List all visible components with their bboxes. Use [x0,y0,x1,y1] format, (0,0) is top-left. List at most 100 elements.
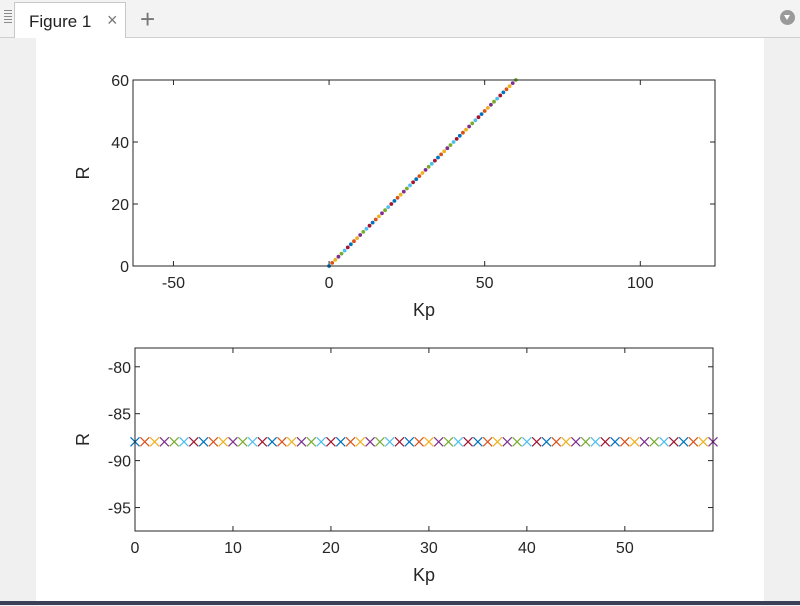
data-point [376,214,381,219]
data-point [398,192,403,197]
data-point [352,239,356,244]
data-point [414,177,419,182]
data-point [355,236,359,241]
data-point [335,436,346,447]
data-point [479,112,484,116]
data-point [551,436,562,447]
data-point [392,199,397,203]
data-point [600,436,611,447]
data-point [461,130,465,135]
x-tick-label: 40 [518,540,536,557]
data-point [358,233,363,237]
data-point [590,436,601,447]
data-point [463,436,474,447]
data-point [286,436,297,447]
data-point [384,436,395,447]
x-tick-label: 0 [325,275,334,292]
data-point [414,436,425,447]
data-point [348,242,353,247]
data-point [433,436,444,447]
x-tick-label: 100 [627,275,654,292]
data-point [361,230,366,234]
data-point [417,174,422,179]
x-tick-label: 10 [224,540,242,557]
data-point [439,152,444,157]
data-point [467,124,472,129]
data-point [394,436,405,447]
data-point [389,202,394,206]
data-point [531,436,542,447]
data-point [639,436,650,447]
figure-canvas: -50 0 50 100 0 20 40 60 Kp R 0 10 20 30 40 50 -95 -90 -85 -… [36,38,764,601]
data-point [383,208,387,213]
axes-box [134,347,714,532]
tab-bar: Figure 1 × + [0,0,800,38]
data-point [482,436,493,447]
data-point [179,436,189,447]
data-point [330,261,335,265]
data-point [448,143,453,147]
data-point [498,93,503,98]
data-point [267,436,278,447]
data-point [464,127,468,132]
data-point [429,161,434,166]
y-tick-label: -90 [108,454,131,471]
tab-figure-1[interactable]: Figure 1 × [14,2,126,38]
data-point [610,436,620,447]
axes-box [132,79,716,267]
data-point [339,251,344,256]
data-point [472,436,483,447]
data-point [443,436,454,447]
data-point [442,149,447,154]
x-tick-label: 20 [322,540,340,557]
data-point [370,220,375,225]
data-point [169,436,180,447]
data-point [401,189,406,194]
data-point [188,436,199,447]
data-point [373,217,378,222]
data-point [629,436,640,447]
data-point [247,436,258,447]
data-point [395,195,400,200]
data-point [512,436,522,447]
data-point [296,436,307,447]
data-point [139,436,150,447]
data-point [149,436,160,447]
data-point [485,106,490,110]
data-point [386,205,391,210]
data-point [454,137,459,141]
y-tick-label: 40 [111,135,129,152]
data-point [333,257,338,262]
data-point [345,436,356,447]
plus-icon[interactable]: + [140,4,156,34]
data-point [374,436,385,447]
data-point [482,109,487,113]
data-point [510,81,515,85]
x-tick-label: 30 [420,540,438,557]
data-point [420,171,425,175]
data-point [570,436,581,447]
data-point [426,164,431,169]
data-point [404,186,409,191]
close-icon[interactable]: × [107,10,118,30]
data-point [451,140,456,144]
data-point [364,226,369,231]
data-point [306,436,317,447]
y-tick-label: -80 [108,360,131,377]
chevron-down-icon[interactable] [780,10,795,25]
data-point [453,436,464,447]
y-axis-label: R [73,433,93,446]
x-tick-label: 50 [476,275,494,292]
data-point [432,158,437,163]
data-point [445,146,450,151]
plot-area [135,348,713,531]
data-point [237,436,248,447]
data-point [507,84,512,89]
data-point [198,436,209,447]
data-point [326,436,336,447]
drag-grip-icon[interactable] [4,8,12,28]
x-tick-label: 50 [616,540,634,557]
x-axis-label: Kp [413,565,435,585]
data-point [476,115,481,120]
data-point [342,248,347,253]
